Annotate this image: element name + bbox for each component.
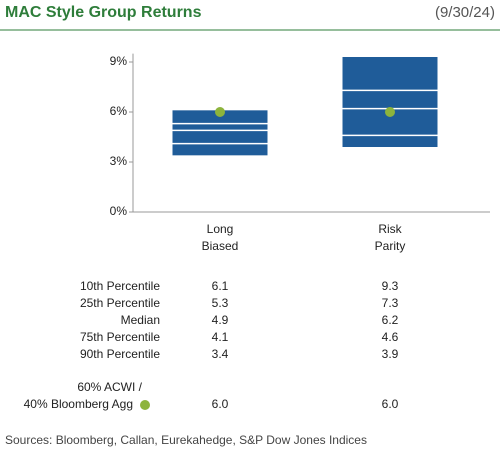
benchmark-label: 60% ACWI / — [77, 380, 142, 394]
table-value: 4.9 — [212, 313, 229, 327]
benchmark-dot — [385, 107, 395, 117]
row-label: 90th Percentile — [80, 347, 160, 361]
table-value: 7.3 — [382, 296, 399, 310]
table-value: 6.1 — [212, 279, 229, 293]
table-value: 3.9 — [382, 347, 399, 361]
benchmark-legend-dot — [140, 400, 150, 410]
row-label: 75th Percentile — [80, 330, 160, 344]
benchmark-value: 6.0 — [382, 397, 399, 411]
y-tick-label: 9% — [110, 54, 128, 68]
y-tick-label: 3% — [110, 154, 128, 168]
table-value: 5.3 — [212, 296, 229, 310]
box — [172, 110, 268, 156]
x-tick-label: Risk Parity — [374, 222, 406, 253]
y-tick-label: 0% — [110, 204, 128, 218]
table-value: 3.4 — [212, 347, 229, 361]
x-tick-label: Long Biased — [201, 222, 239, 253]
row-label: Median — [121, 313, 160, 327]
table-value: 4.1 — [212, 330, 229, 344]
date: (9/30/24) — [435, 4, 495, 21]
box — [342, 57, 438, 147]
row-label: 25th Percentile — [80, 296, 160, 310]
chart-title: MAC Style Group Returns — [5, 4, 202, 21]
benchmark-dot — [215, 107, 225, 117]
table-value: 9.3 — [382, 279, 399, 293]
row-label: 10th Percentile — [80, 279, 160, 293]
source: Sources: Bloomberg, Callan, Eurekahedge,… — [5, 433, 367, 447]
benchmark-label: 40% Bloomberg Agg — [24, 397, 133, 411]
table-value: 6.2 — [382, 313, 399, 327]
y-tick-label: 6% — [110, 104, 128, 118]
benchmark-value: 6.0 — [212, 397, 229, 411]
table-value: 4.6 — [382, 330, 399, 344]
